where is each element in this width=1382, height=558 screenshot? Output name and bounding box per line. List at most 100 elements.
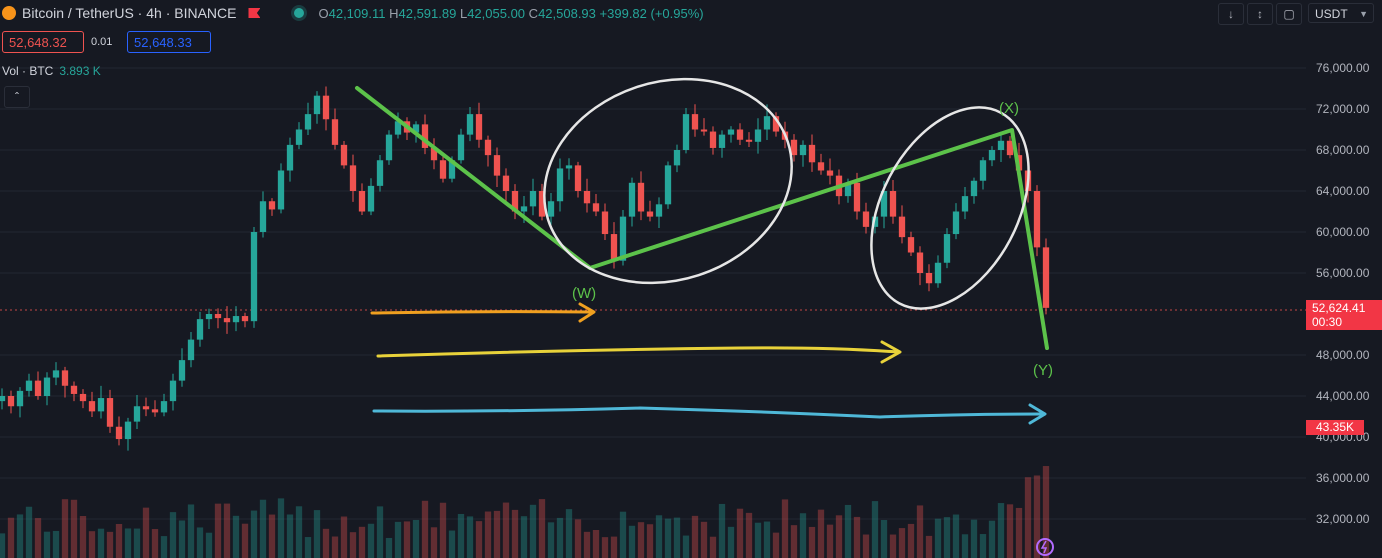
volume-bar xyxy=(475,521,483,558)
volume-bar xyxy=(997,503,1005,558)
candle-body xyxy=(142,406,150,410)
candles xyxy=(0,86,1050,451)
volume-bar xyxy=(223,503,231,558)
volume-bar xyxy=(502,502,510,558)
volume-bar xyxy=(187,504,195,558)
volume-bar xyxy=(412,519,420,558)
candle-body xyxy=(322,95,330,120)
candle-body xyxy=(430,147,438,161)
volume-bar xyxy=(691,515,699,558)
candle-body xyxy=(592,203,600,212)
highlight-circle-right xyxy=(870,106,1030,310)
volume-bar xyxy=(907,523,915,558)
volume-bar xyxy=(709,536,717,558)
candle-body xyxy=(358,191,366,212)
candle-body xyxy=(745,139,753,142)
candle-body xyxy=(133,406,141,422)
highlight-circle-left xyxy=(543,77,793,285)
volume-bar xyxy=(331,536,339,558)
currency-label: USDT xyxy=(1315,7,1348,21)
flag-icon[interactable] xyxy=(248,8,261,18)
wave-label-w: (W) xyxy=(572,285,596,302)
candle-body xyxy=(826,170,834,176)
lightning-icon xyxy=(1036,538,1054,556)
volume-bar xyxy=(0,533,6,558)
volume-bar xyxy=(259,499,267,558)
candle-body xyxy=(448,160,456,179)
volume-bar xyxy=(511,509,519,558)
candle-body xyxy=(925,273,933,284)
volume-bar xyxy=(439,502,447,558)
candle-body xyxy=(196,319,204,340)
download-icon[interactable]: ↓ xyxy=(1218,3,1244,25)
volume-bar xyxy=(529,504,537,558)
open-value: 42,109.11 xyxy=(328,5,386,21)
volume-bar xyxy=(1033,475,1041,558)
candle-body xyxy=(574,165,582,191)
candle-body xyxy=(907,237,915,253)
candle-body xyxy=(691,114,699,130)
candle-body xyxy=(43,377,51,396)
candle-body xyxy=(205,314,213,320)
change-value: +399.82 (+0.95%) xyxy=(599,5,704,21)
symbol-title[interactable]: Bitcoin / TetherUS · 4h · BINANCE xyxy=(22,5,237,21)
candle-body xyxy=(331,119,339,145)
fullscreen-icon[interactable]: ↕ xyxy=(1247,3,1273,25)
sell-button[interactable]: 52,648.32 xyxy=(2,31,84,53)
volume-bar xyxy=(1042,466,1050,558)
candle-body xyxy=(646,211,654,217)
candle-body xyxy=(547,201,555,217)
volume-bar xyxy=(1015,507,1023,558)
candle-body xyxy=(538,191,546,217)
volume-bar xyxy=(871,501,879,558)
yellow-arrowhead xyxy=(880,340,902,364)
candle-body xyxy=(79,393,87,402)
candle-body xyxy=(988,150,996,161)
candle-body xyxy=(412,124,420,133)
volume-bar xyxy=(970,519,978,558)
volume-bar xyxy=(376,506,384,558)
candle-body xyxy=(376,160,384,186)
wxy-trend-line xyxy=(355,86,1049,350)
currency-select[interactable]: USDT ▼ xyxy=(1308,3,1374,23)
chart-grid xyxy=(0,67,1306,520)
volume-bar xyxy=(304,537,312,558)
candle-body xyxy=(808,144,816,163)
candle-body xyxy=(736,129,744,140)
candle-body xyxy=(520,206,528,212)
volume-bar xyxy=(169,512,177,558)
volume-bar xyxy=(43,531,51,558)
volume-bar xyxy=(385,537,393,558)
volume-bar xyxy=(403,521,411,558)
candle-body xyxy=(952,211,960,235)
candle-body xyxy=(124,421,132,440)
volume-bar xyxy=(358,526,366,558)
volume-bar xyxy=(322,528,330,558)
candle-body xyxy=(385,134,393,161)
volume-bar xyxy=(178,520,186,558)
volume-bar xyxy=(961,534,969,558)
volume-bar xyxy=(700,521,708,558)
volume-bar xyxy=(88,531,96,558)
volume-tag: 43.35K xyxy=(1306,420,1364,435)
volume-bar xyxy=(34,518,42,558)
chevron-up-icon[interactable]: ˆ xyxy=(4,86,30,108)
volume-bar xyxy=(808,526,816,558)
volume-bar xyxy=(70,499,78,558)
candle-body xyxy=(601,211,609,235)
candle-body xyxy=(457,134,465,161)
volume-bar xyxy=(484,511,492,558)
volume-bar xyxy=(250,510,258,558)
candle-body xyxy=(718,134,726,148)
chart-header: Bitcoin / TetherUS · 4h · BINANCE O42,10… xyxy=(0,0,1300,26)
market-open-icon xyxy=(294,8,305,18)
volume-bar xyxy=(817,509,825,558)
low-value: 42,055.00 xyxy=(467,5,526,21)
ohlc-values: O42,109.11 H42,591.89 L42,055.00 C42,508… xyxy=(318,5,704,21)
candle-body xyxy=(853,182,861,212)
candle-body xyxy=(286,144,294,171)
buy-button[interactable]: 52,648.33 xyxy=(127,31,211,53)
camera-icon[interactable]: ▢ xyxy=(1276,3,1302,25)
candle-body xyxy=(916,252,924,273)
